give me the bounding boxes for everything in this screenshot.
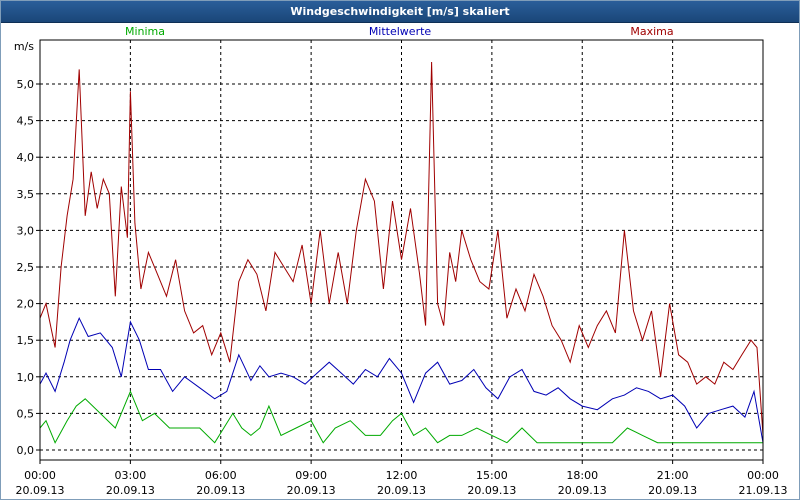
series-line-minima — [39, 390, 763, 444]
y-tick-label: 3,0 — [17, 224, 35, 237]
y-tick-label: 1,0 — [17, 371, 35, 384]
x-tick-time: 00:00 — [747, 469, 779, 482]
legend: Minima Mittelwerte Maxima — [125, 25, 674, 38]
x-tick-time: 18:00 — [566, 469, 598, 482]
x-tick-date: 20.09.13 — [106, 484, 155, 497]
y-axis-label: m/s — [14, 40, 34, 53]
title-bar: Windgeschwindigkeit [m/s] skaliert — [1, 1, 799, 23]
legend-mittelwerte: Mittelwerte — [369, 25, 432, 38]
x-tick-time: 03:00 — [115, 469, 147, 482]
y-tick-label: 0,5 — [17, 407, 35, 420]
x-tick-date: 20.09.13 — [16, 484, 65, 497]
x-tick-time: 09:00 — [295, 469, 327, 482]
legend-maxima: Maxima — [630, 25, 673, 38]
axes — [36, 39, 764, 464]
x-tick-time: 12:00 — [386, 469, 418, 482]
y-tick-label: 2,0 — [17, 298, 35, 311]
x-tick-time: 15:00 — [476, 469, 508, 482]
x-tick-date: 20.09.13 — [558, 484, 607, 497]
x-tick-date: 20.09.13 — [648, 484, 697, 497]
chart-title: Windgeschwindigkeit [m/s] skaliert — [290, 5, 510, 18]
tick-labels: 0,0 0,5 1,0 1,5 2,0 2,5 3,0 3,5 4,0 4,5 5,0 m/s 00:0… — [14, 40, 788, 497]
y-tick-label: 3,5 — [17, 188, 35, 201]
series-line-mittelwerte — [39, 316, 764, 443]
x-tick-time: 21:00 — [657, 469, 689, 482]
series-line-maxima — [39, 61, 764, 436]
x-tick-date: 20.09.13 — [196, 484, 245, 497]
grid — [40, 40, 763, 460]
y-tick-label: 4,0 — [17, 151, 35, 164]
x-tick-time: 06:00 — [205, 469, 237, 482]
y-tick-label: 4,5 — [17, 115, 35, 128]
x-tick-time: 00:00 — [24, 469, 56, 482]
x-tick-date: 20.09.13 — [287, 484, 336, 497]
series-lines — [39, 61, 764, 444]
x-tick-date: 20.09.13 — [377, 484, 426, 497]
legend-minima: Minima — [125, 25, 165, 38]
y-tick-label: 2,5 — [17, 261, 35, 274]
y-tick-label: 0,0 — [17, 444, 35, 457]
y-tick-label: 5,0 — [17, 78, 35, 91]
x-tick-date: 20.09.13 — [467, 484, 516, 497]
x-tick-date: 21.09.13 — [739, 484, 788, 497]
y-tick-label: 1,5 — [17, 334, 35, 347]
